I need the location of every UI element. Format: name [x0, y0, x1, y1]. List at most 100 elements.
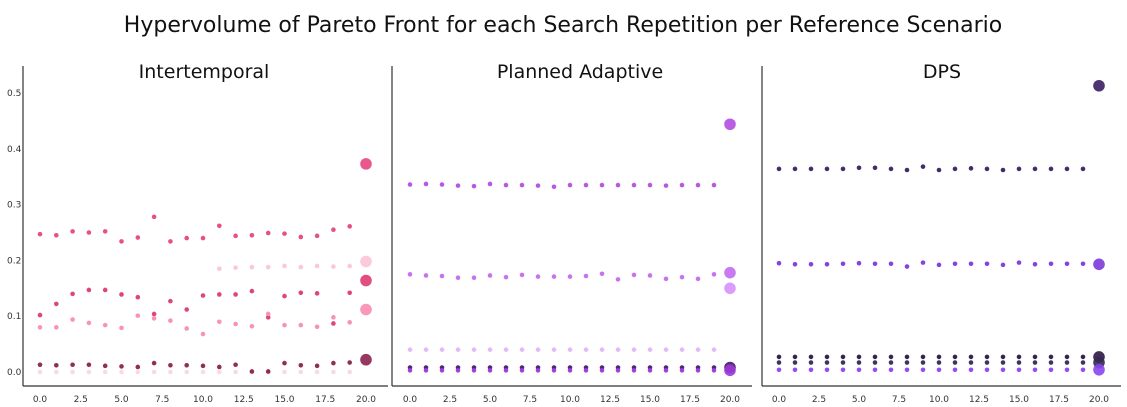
final-point: [724, 266, 736, 279]
data-point: [824, 360, 830, 365]
data-point: [487, 347, 493, 352]
data-point: [792, 367, 798, 373]
data-point: [936, 367, 942, 373]
data-point: [551, 347, 557, 352]
data-point: [347, 360, 353, 365]
data-point: [1032, 354, 1038, 360]
data-point: [904, 167, 910, 173]
data-point: [984, 367, 990, 373]
data-point: [856, 354, 862, 360]
data-point: [647, 347, 653, 352]
x-tick-label: 15.0: [640, 395, 660, 405]
data-point: [583, 182, 589, 188]
data-point: [37, 369, 43, 375]
data-point: [1048, 166, 1054, 172]
data-point: [151, 360, 157, 366]
data-point: [1080, 354, 1086, 360]
data-point: [1000, 360, 1006, 365]
data-point: [535, 368, 541, 373]
data-point: [200, 363, 206, 369]
data-point: [920, 367, 926, 373]
data-point: [792, 360, 798, 365]
data-point: [233, 265, 238, 270]
y-tick-label: 0.1: [7, 312, 21, 322]
data-point: [984, 360, 990, 365]
data-point: [1000, 354, 1006, 360]
data-point: [135, 369, 141, 375]
data-point: [856, 367, 862, 373]
data-point: [217, 364, 222, 370]
x-tick-label: 20.0: [720, 395, 740, 405]
data-point: [200, 293, 206, 298]
data-point: [1016, 354, 1022, 360]
data-point: [984, 261, 990, 267]
data-point: [968, 261, 974, 267]
x-tick-label: 5.0: [852, 395, 867, 405]
data-point: [455, 368, 461, 373]
data-point: [200, 369, 206, 375]
data-point: [615, 347, 621, 352]
data-point: [968, 354, 974, 360]
data-point: [920, 260, 926, 265]
data-point: [888, 166, 894, 172]
data-point: [936, 167, 942, 173]
data-point: [824, 367, 830, 373]
x-tick-label: 2.5: [74, 395, 88, 405]
data-point: [519, 182, 525, 188]
data-point: [439, 368, 445, 373]
data-point: [119, 325, 124, 331]
data-point: [119, 369, 124, 375]
data-point: [102, 229, 108, 234]
data-point: [54, 363, 59, 368]
data-point: [551, 184, 557, 190]
data-point: [535, 274, 541, 279]
x-tick-label: 15.0: [274, 395, 294, 405]
data-point: [663, 276, 669, 282]
data-point: [824, 354, 830, 360]
data-point: [567, 274, 573, 279]
data-point: [1080, 367, 1086, 373]
panel-title: Planned Adaptive: [497, 61, 663, 83]
data-point: [151, 316, 157, 321]
data-point: [86, 287, 92, 293]
data-point: [455, 347, 461, 352]
data-point: [86, 369, 92, 375]
data-point: [54, 369, 59, 375]
data-point: [952, 354, 958, 360]
data-point: [631, 182, 637, 188]
data-point: [1064, 360, 1070, 365]
data-point: [347, 320, 353, 325]
x-tick-label: 10.0: [929, 395, 949, 405]
data-point: [439, 182, 445, 187]
data-point: [535, 183, 541, 188]
data-point: [439, 347, 445, 352]
x-tick-label: 17.5: [1049, 395, 1069, 405]
data-point: [519, 272, 525, 278]
data-point: [265, 369, 271, 374]
data-point: [1064, 367, 1070, 373]
final-point: [1093, 79, 1105, 92]
data-point: [86, 362, 92, 368]
data-point: [168, 239, 173, 244]
data-point: [233, 321, 238, 327]
data-point: [184, 235, 189, 241]
data-point: [599, 368, 605, 373]
data-point: [168, 298, 173, 304]
data-point: [282, 293, 287, 299]
data-point: [695, 368, 701, 373]
data-point: [1016, 260, 1022, 265]
data-point: [331, 321, 336, 326]
data-point: [920, 164, 926, 169]
data-point: [1016, 166, 1022, 172]
data-point: [249, 369, 255, 374]
final-point: [360, 303, 372, 316]
data-point: [200, 331, 206, 337]
data-point: [347, 290, 353, 296]
x-tick-label: 2.5: [443, 395, 457, 405]
data-point: [952, 360, 958, 365]
data-point: [249, 288, 255, 294]
data-point: [583, 347, 589, 352]
data-point: [679, 182, 685, 188]
data-point: [487, 273, 493, 278]
